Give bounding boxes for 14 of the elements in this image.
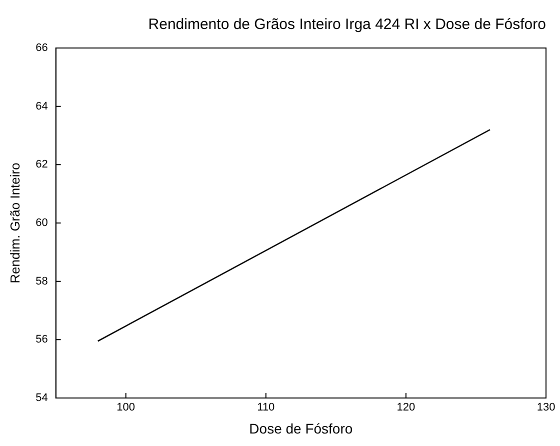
y-tick-label: 62 [36,158,48,171]
y-tick-label: 54 [36,392,48,404]
y-tick-label: 56 [36,334,48,346]
chart-title: Rendimento de Grãos Inteiro Irga 424 RI x Dose de Fósforo [148,16,546,34]
y-tick-label: 60 [36,217,48,230]
x-tick-label: 110 [257,402,275,414]
y-tick-label: 66 [36,42,48,54]
x-axis-title: Dose de Fósforo [249,420,353,436]
y-tick-label: 64 [36,100,48,112]
x-tick-label: 120 [396,402,416,414]
x-tick-label: 100 [116,402,136,414]
y-axis-title: Rendim. Grão Inteiro [7,162,22,284]
y-tick-label: 58 [36,275,48,288]
x-tick-label: 130 [536,402,556,414]
